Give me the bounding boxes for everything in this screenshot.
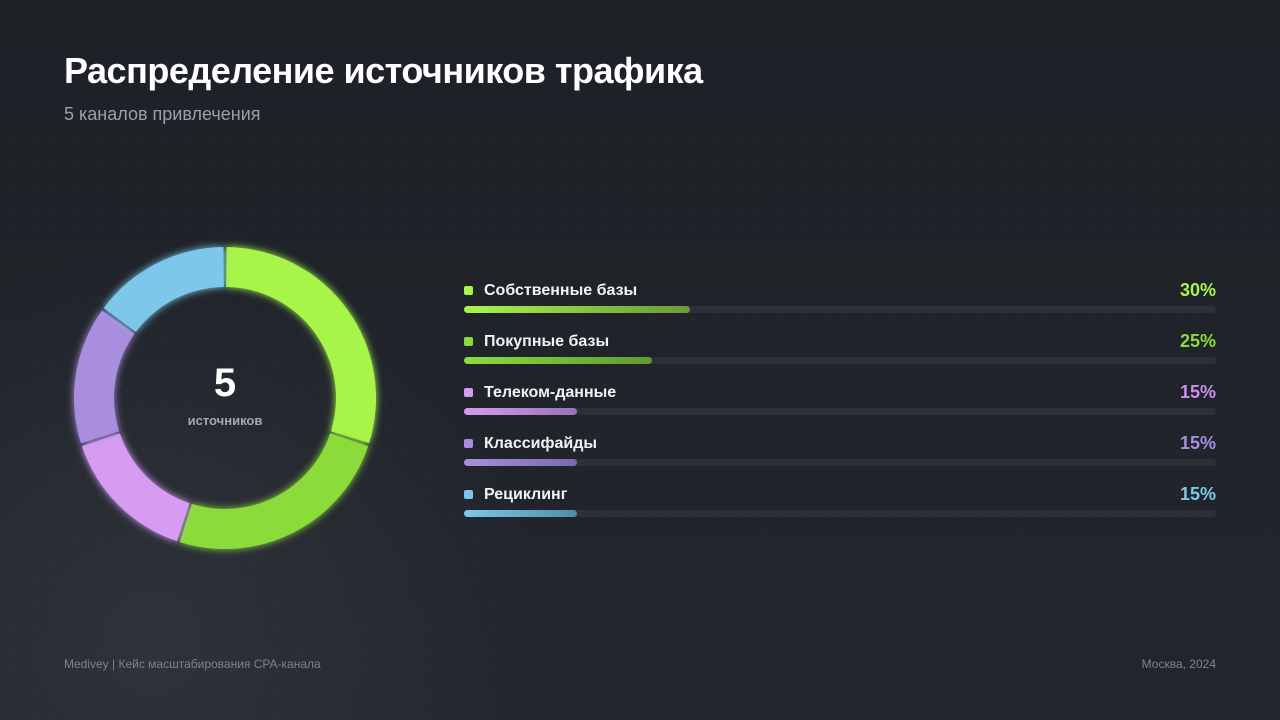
bar-track xyxy=(464,510,1216,517)
donut-slice-5 xyxy=(103,247,224,332)
donut-chart: 5 источников xyxy=(70,243,380,553)
legend-value: 25% xyxy=(1179,331,1216,351)
donut-slice-2 xyxy=(179,433,369,549)
legend-label: Собственные базы xyxy=(484,282,638,299)
footer-right: Москва, 2024 xyxy=(1141,657,1216,671)
legend-item: Телеком-данные 15% xyxy=(464,382,1216,433)
legend-color-swatch xyxy=(464,286,473,295)
bar-track xyxy=(464,459,1216,466)
bar-track xyxy=(464,357,1216,364)
legend-item: Классифайды 15% xyxy=(464,433,1216,484)
bar-fill xyxy=(464,510,577,517)
bar-fill xyxy=(464,306,690,313)
bar-fill xyxy=(464,408,577,415)
bar-track xyxy=(464,306,1216,313)
donut-slice-1 xyxy=(226,247,376,444)
page-subtitle: 5 каналов привлечения xyxy=(64,104,261,124)
legend-value: 15% xyxy=(1179,484,1216,504)
legend-label: Телеком-данные xyxy=(484,384,617,401)
legend-color-swatch xyxy=(464,337,473,346)
legend-color-swatch xyxy=(464,388,473,397)
legend-label: Покупные базы xyxy=(484,333,610,350)
legend-value: 15% xyxy=(1179,433,1216,453)
legend-item: Рециклинг 15% xyxy=(464,484,1216,535)
donut-slice-3 xyxy=(81,433,190,542)
donut-chart-svg xyxy=(73,247,376,549)
legend-color-swatch xyxy=(464,439,473,448)
legend-label: Рециклинг xyxy=(484,486,568,503)
legend-color-swatch xyxy=(464,490,473,499)
page-title: Распределение источников трафика xyxy=(64,50,703,91)
legend-value: 15% xyxy=(1179,382,1216,402)
legend-bar-list: Собственные базы 30% Покупные базы 25% Телек… xyxy=(464,280,1216,535)
legend-label: Классифайды xyxy=(484,435,598,452)
bar-fill xyxy=(464,459,577,466)
footer-left: Medivey | Кейс масштабирования CPA-канал… xyxy=(64,657,321,671)
legend-item: Собственные базы 30% xyxy=(464,280,1216,331)
bar-fill xyxy=(464,357,652,364)
legend-value: 30% xyxy=(1179,280,1216,300)
bar-track xyxy=(464,408,1216,415)
donut-slice-4 xyxy=(73,310,135,444)
legend-item: Покупные базы 25% xyxy=(464,331,1216,382)
